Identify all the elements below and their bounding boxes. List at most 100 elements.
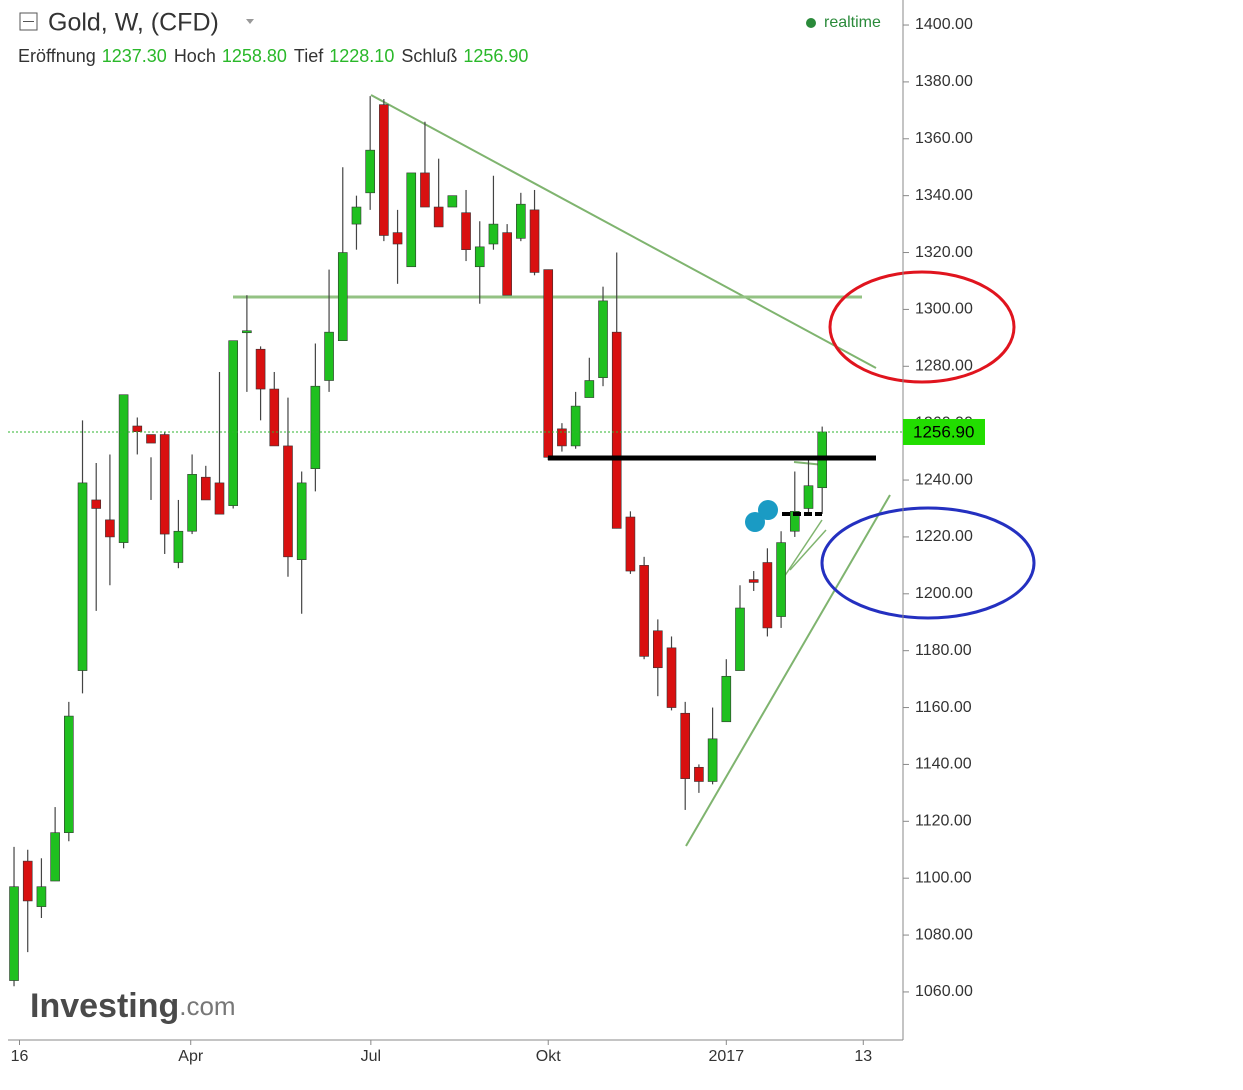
candle-body xyxy=(392,232,403,245)
y-tick-label: 1220.00 xyxy=(915,528,973,545)
y-tick-label: 1060.00 xyxy=(915,983,973,1000)
y-tick-label: 1240.00 xyxy=(915,471,973,488)
candle-body xyxy=(707,738,718,782)
highlight-circle xyxy=(828,270,1016,384)
y-tick-label: 1280.00 xyxy=(915,358,973,375)
candle-body xyxy=(324,331,334,381)
x-tick-label: 16 xyxy=(11,1048,29,1065)
candle-body xyxy=(461,212,471,250)
candle-body xyxy=(611,331,622,529)
watermark: Investing.com xyxy=(30,987,236,1025)
y-tick-label: 1100.00 xyxy=(915,869,972,886)
candle-body xyxy=(269,388,280,447)
candle-body xyxy=(639,565,649,657)
y-tick-label: 1340.00 xyxy=(915,187,973,204)
candle-body xyxy=(132,425,143,432)
y-tick-label: 1360.00 xyxy=(915,130,973,147)
ohlc-header: Eröffnung 1237.30 Hoch 1258.80 Tief 1228.10 Sc… xyxy=(18,46,528,66)
candle-body xyxy=(474,246,485,268)
candle-body xyxy=(721,675,732,723)
x-tick-label: Apr xyxy=(178,1048,204,1065)
y-tick-label: 1180.00 xyxy=(915,642,972,659)
candle-body xyxy=(447,195,458,208)
candle-body xyxy=(625,516,636,572)
candle-body xyxy=(488,223,499,245)
candle-body xyxy=(105,519,115,538)
candle-body xyxy=(543,269,554,458)
candle-body xyxy=(789,511,800,532)
candle-body xyxy=(50,832,60,882)
candle-body xyxy=(529,209,540,273)
candle-body xyxy=(502,232,512,296)
x-tick-label: 13 xyxy=(854,1048,872,1065)
candle-body xyxy=(242,330,252,334)
candle-body xyxy=(570,405,581,447)
x-tick-label: 2017 xyxy=(709,1048,745,1065)
candle-body xyxy=(694,766,704,782)
ohlc-value: 1228.10 xyxy=(329,46,394,66)
candle-body xyxy=(337,252,348,341)
y-tick-label: 1160.00 xyxy=(915,699,972,716)
y-tick-label: 1200.00 xyxy=(915,585,973,602)
candle-body xyxy=(557,428,567,447)
chart-title: Gold, W, (CFD) xyxy=(48,9,219,37)
candle-body xyxy=(584,380,595,398)
candle-body xyxy=(598,300,608,378)
candle-body xyxy=(173,530,184,563)
ohlc-value: 1256.90 xyxy=(463,46,528,66)
ohlc-label: Schluß xyxy=(401,46,457,66)
last-price: 1256.90 xyxy=(8,418,985,445)
y-tick-label: 1140.00 xyxy=(915,756,972,773)
candle-body xyxy=(803,485,814,509)
candle-body xyxy=(351,206,362,225)
dropdown[interactable] xyxy=(246,19,254,24)
y-tick-label: 1320.00 xyxy=(915,244,973,261)
candle-body xyxy=(516,203,526,239)
watermark: Investing xyxy=(30,987,179,1025)
ohlc-label: Hoch xyxy=(174,46,216,66)
candle-body xyxy=(283,445,293,558)
last-price-label: 1256.90 xyxy=(913,422,974,441)
candle-body xyxy=(433,206,444,228)
candle-body xyxy=(255,348,266,390)
candle-body xyxy=(762,562,773,629)
highlight-circle xyxy=(820,506,1036,620)
candle-body xyxy=(77,482,88,671)
candle-body xyxy=(9,886,19,981)
candle-body xyxy=(200,476,211,501)
candle-body xyxy=(365,149,375,194)
trend-line xyxy=(781,519,823,581)
y-tick-label: 1300.00 xyxy=(915,301,973,318)
candle-body xyxy=(214,482,225,515)
candle-body xyxy=(22,860,33,902)
y-tick-label: 1380.00 xyxy=(915,73,973,90)
candle-body xyxy=(420,172,430,208)
event-icon[interactable] xyxy=(745,512,765,532)
x-tick-label: Okt xyxy=(536,1048,561,1065)
trend-line xyxy=(685,494,891,847)
last-price-box xyxy=(903,418,985,445)
ohlc-label: Eröffnung xyxy=(18,46,96,66)
trend-line xyxy=(789,529,827,571)
candle-body xyxy=(36,886,47,907)
candle-body xyxy=(118,394,129,543)
candle-body xyxy=(406,172,417,268)
ohlc-value: 1258.80 xyxy=(222,46,287,66)
candle-body xyxy=(296,482,307,560)
candle-body xyxy=(653,630,663,669)
candle-body xyxy=(64,715,74,833)
candle-body xyxy=(776,542,786,617)
y-tick-label: 1120.00 xyxy=(915,813,972,830)
candle-body xyxy=(159,434,170,535)
event-icon[interactable] xyxy=(758,500,778,520)
candle-body xyxy=(91,499,102,509)
candle-body xyxy=(187,474,197,532)
candle-body xyxy=(310,385,321,469)
ohlc-label: Tief xyxy=(294,46,324,66)
status-dot xyxy=(806,18,816,28)
status: realtime xyxy=(824,14,881,31)
y-tick-label: 1080.00 xyxy=(915,926,973,943)
candle-body xyxy=(228,340,238,506)
